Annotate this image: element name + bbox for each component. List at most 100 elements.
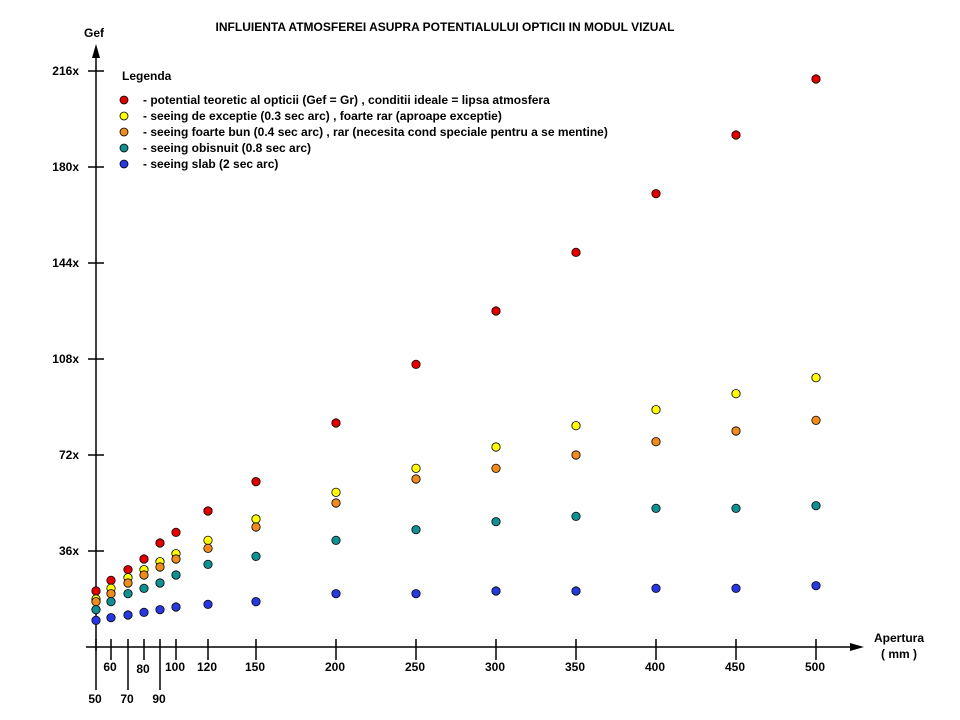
data-point-series-3 xyxy=(731,426,741,436)
data-points xyxy=(91,74,821,625)
data-point-series-3 xyxy=(331,498,341,508)
data-point-series-4 xyxy=(651,503,661,513)
data-point-series-1 xyxy=(155,538,165,548)
data-point-series-5 xyxy=(91,615,101,625)
data-point-series-4 xyxy=(491,517,501,527)
legend: Legenda - potential teoretic al opticii … xyxy=(119,69,608,171)
x-tick-label: 300 xyxy=(485,660,505,674)
y-axis-arrow xyxy=(92,44,100,58)
data-point-series-1 xyxy=(651,189,661,199)
data-point-series-2 xyxy=(251,514,261,524)
data-point-series-2 xyxy=(331,487,341,497)
x-tick-label: 150 xyxy=(245,660,265,674)
legend-marker xyxy=(119,127,129,137)
y-axis-label: Gef xyxy=(84,26,105,40)
data-point-series-3 xyxy=(411,474,421,484)
legend-entry: - seeing foarte bun (0.4 sec arc) , rar … xyxy=(143,125,608,139)
chart-title: INFLUIENTA ATMOSFEREI ASUPRA POTENTIALUL… xyxy=(216,20,675,34)
data-point-series-3 xyxy=(491,463,501,473)
data-point-series-1 xyxy=(91,586,101,596)
data-point-series-3 xyxy=(171,554,181,564)
data-point-series-1 xyxy=(731,130,741,140)
data-point-series-4 xyxy=(811,501,821,511)
data-point-series-1 xyxy=(106,575,116,585)
data-point-series-4 xyxy=(571,511,581,521)
x-tick-label: 200 xyxy=(325,660,345,674)
legend-title: Legenda xyxy=(122,69,172,83)
data-point-series-4 xyxy=(123,589,133,599)
data-point-series-4 xyxy=(106,597,116,607)
data-point-series-1 xyxy=(411,359,421,369)
data-point-series-5 xyxy=(331,589,341,599)
data-point-series-1 xyxy=(171,527,181,537)
y-tick-label: 144x xyxy=(52,256,79,270)
data-point-series-4 xyxy=(251,551,261,561)
legend-marker xyxy=(119,95,129,105)
legend-marker xyxy=(119,143,129,153)
data-point-series-3 xyxy=(139,570,149,580)
x-tick-label: 250 xyxy=(405,660,425,674)
y-tick-label: 72x xyxy=(59,448,79,462)
data-point-series-1 xyxy=(331,418,341,428)
data-point-series-5 xyxy=(571,586,581,596)
data-point-series-4 xyxy=(331,535,341,545)
data-point-series-2 xyxy=(571,421,581,431)
data-point-series-5 xyxy=(203,599,213,609)
data-point-series-1 xyxy=(491,306,501,316)
data-point-series-1 xyxy=(811,74,821,84)
y-tick-label: 36x xyxy=(59,544,79,558)
data-point-series-5 xyxy=(411,589,421,599)
y-tick-label: 180x xyxy=(52,160,79,174)
y-tick-label: 216x xyxy=(52,64,79,78)
data-point-series-5 xyxy=(139,607,149,617)
data-point-series-5 xyxy=(651,583,661,593)
data-point-series-4 xyxy=(731,503,741,513)
data-point-series-4 xyxy=(171,570,181,580)
data-point-series-3 xyxy=(203,543,213,553)
data-point-series-5 xyxy=(251,597,261,607)
x-tick-label: 120 xyxy=(197,660,217,674)
data-point-series-2 xyxy=(811,373,821,383)
x-tick-label: 80 xyxy=(136,662,150,676)
data-point-series-5 xyxy=(106,613,116,623)
data-point-series-2 xyxy=(411,463,421,473)
data-point-series-5 xyxy=(123,610,133,620)
x-tick-label: 90 xyxy=(152,692,166,706)
data-point-series-3 xyxy=(155,562,165,572)
data-point-series-3 xyxy=(651,437,661,447)
data-point-series-1 xyxy=(571,247,581,257)
data-point-series-3 xyxy=(571,450,581,460)
data-point-series-3 xyxy=(106,589,116,599)
data-point-series-4 xyxy=(203,559,213,569)
data-point-series-4 xyxy=(91,605,101,615)
x-tick-label: 100 xyxy=(165,660,185,674)
data-point-series-5 xyxy=(811,581,821,591)
data-point-series-1 xyxy=(251,477,261,487)
x-axis-unit: ( mm ) xyxy=(881,647,917,661)
y-tick-label: 108x xyxy=(52,352,79,366)
data-point-series-3 xyxy=(91,597,101,607)
x-tick-label: 400 xyxy=(645,660,665,674)
x-tick-label: 50 xyxy=(88,692,102,706)
legend-entry: - seeing slab (2 sec arc) xyxy=(143,157,278,171)
data-point-series-5 xyxy=(155,605,165,615)
data-point-series-4 xyxy=(139,583,149,593)
legend-entry: - seeing obisnuit (0.8 sec arc) xyxy=(143,141,311,155)
x-tick-label: 60 xyxy=(103,660,117,674)
legend-entry: - seeing de exceptie (0.3 sec arc) , foa… xyxy=(143,109,502,123)
x-tick-label: 450 xyxy=(725,660,745,674)
data-point-series-2 xyxy=(491,442,501,452)
legend-marker xyxy=(119,111,129,121)
x-axis-label: Apertura xyxy=(874,631,924,645)
data-point-series-3 xyxy=(123,578,133,588)
data-point-series-4 xyxy=(411,525,421,535)
data-point-series-1 xyxy=(123,565,133,575)
legend-entry: - potential teoretic al opticii (Gef = G… xyxy=(143,93,550,107)
data-point-series-1 xyxy=(139,554,149,564)
data-point-series-5 xyxy=(491,586,501,596)
data-point-series-5 xyxy=(171,602,181,612)
data-point-series-4 xyxy=(155,578,165,588)
x-ticks: 50 60 70 80 90 100 120 150 200 250 300 350 400 450 500 xyxy=(88,639,825,706)
data-point-series-3 xyxy=(811,415,821,425)
